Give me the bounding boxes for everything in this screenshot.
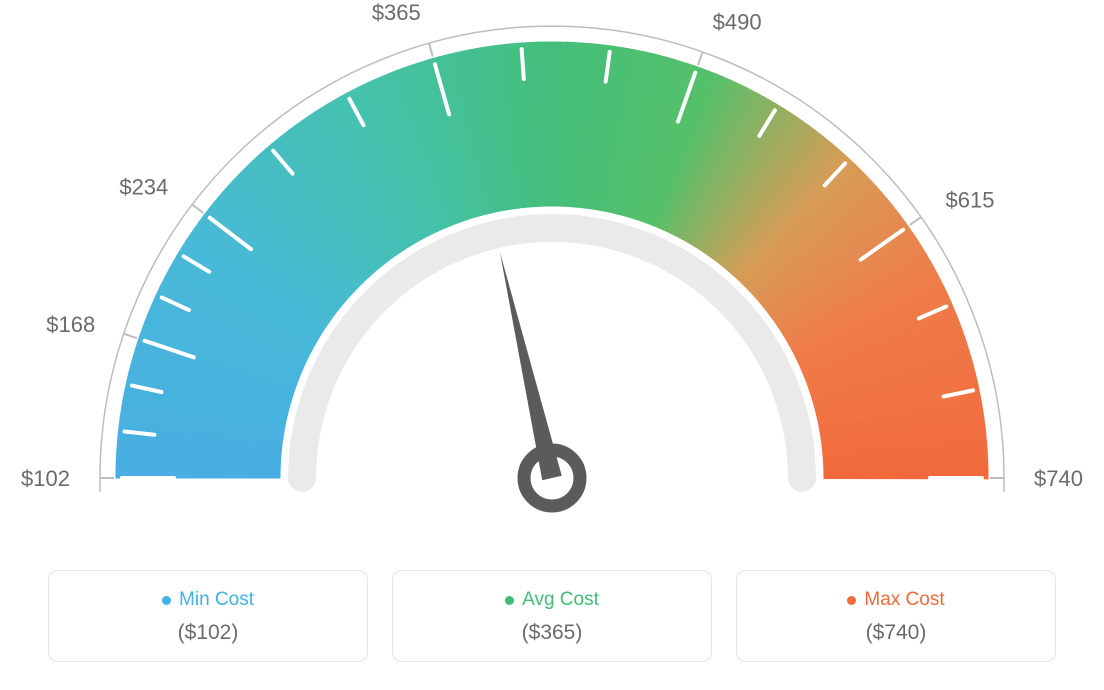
legend-card-max: Max Cost ($740) [736,570,1056,662]
legend-title-min: Min Cost [162,589,254,611]
legend-value-avg: ($365) [403,621,701,645]
svg-text:$102: $102 [21,466,70,491]
legend-label-avg: Avg Cost [522,589,599,611]
legend-dot-max [847,596,856,605]
legend-label-min: Min Cost [179,589,254,611]
legend-label-max: Max Cost [864,589,944,611]
legend-title-avg: Avg Cost [505,589,599,611]
legend-title-max: Max Cost [847,589,944,611]
legend-value-max: ($740) [747,621,1045,645]
legend-dot-min [162,596,171,605]
legend-card-avg: Avg Cost ($365) [392,570,712,662]
legend-dot-avg [505,596,514,605]
svg-text:$168: $168 [46,312,95,337]
svg-text:$490: $490 [713,10,762,35]
legend-value-min: ($102) [59,621,357,645]
legend-row: Min Cost ($102) Avg Cost ($365) Max Cost… [0,570,1104,662]
svg-text:$234: $234 [119,174,168,199]
legend-card-min: Min Cost ($102) [48,570,368,662]
gauge-area: $102 $168 $234 $365 $490 $615 $740 [0,0,1104,560]
svg-text:$365: $365 [372,0,421,25]
gauge-chart: $102 $168 $234 $365 $490 $615 $740 [0,0,1104,560]
svg-text:$740: $740 [1034,466,1083,491]
svg-text:$615: $615 [946,188,995,213]
cost-gauge-container: $102 $168 $234 $365 $490 $615 $740 Min Cost ($… [0,0,1104,690]
